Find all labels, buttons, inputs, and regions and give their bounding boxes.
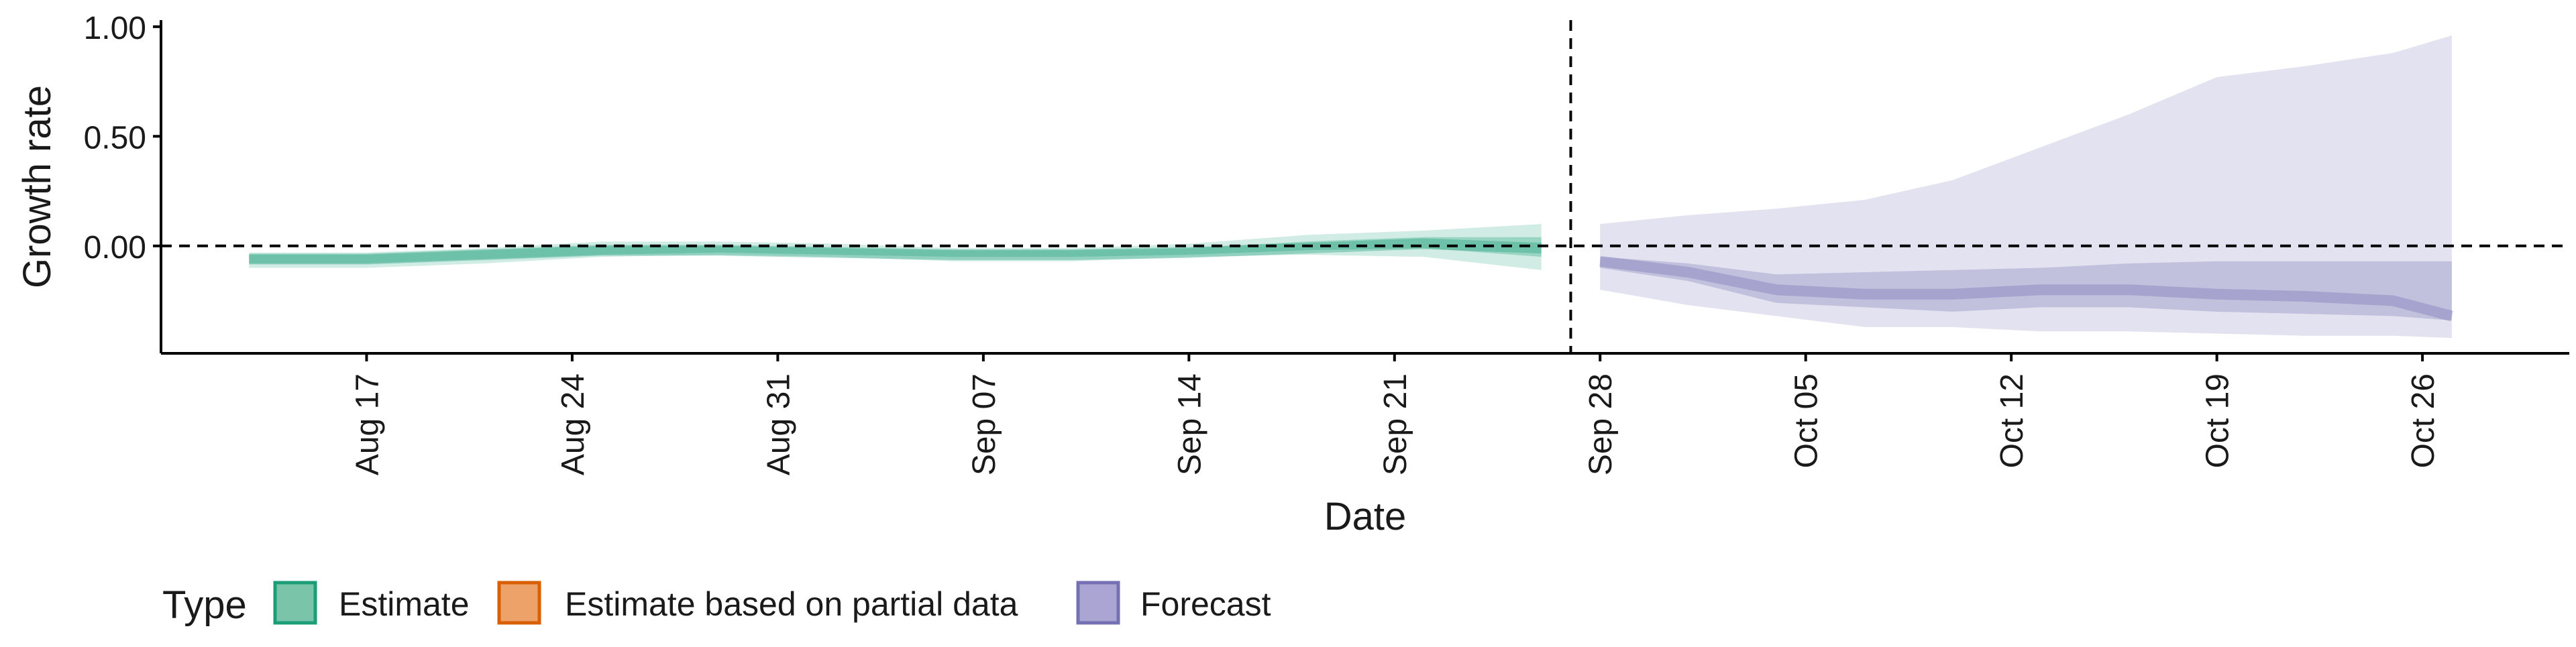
x-tick-label: Oct 12: [1994, 373, 2030, 468]
forecast-inner-band: [1600, 257, 2452, 320]
legend-label: Estimate based on partial data: [565, 585, 1018, 623]
x-axis-title: Date: [1324, 495, 1407, 538]
y-tick-label: 0.00: [84, 230, 146, 266]
legend-key-estimate-based-on-partial-data: [497, 581, 541, 625]
y-axis-title: Growth rate: [15, 85, 59, 288]
bands-layer: [249, 35, 2453, 339]
x-tick-label: Sep 14: [1172, 373, 1208, 475]
legend-key-forecast: [1076, 581, 1120, 625]
x-tick-label: Sep 07: [967, 373, 1002, 475]
x-tick-label: Oct 26: [2406, 373, 2441, 468]
axes-layer: [160, 20, 2569, 355]
estimate-median-line: [249, 238, 1542, 265]
legend: Type Estimate Estimate based on partial d…: [162, 581, 1271, 627]
x-tick-label: Sep 28: [1583, 373, 1619, 475]
forecast-median-line: [1599, 255, 2453, 322]
x-tick-label: Aug 24: [555, 373, 591, 475]
x-tick-label: Oct 05: [1789, 373, 1825, 468]
x-ticks: Aug 17 Aug 24 Aug 31 Sep 07 Sep 14 Sep 21 Sep …: [350, 353, 2441, 475]
forecast-outer-band: [1600, 35, 2452, 339]
y-tick-label: 1.00: [84, 11, 146, 46]
reference-lines: [161, 20, 2569, 353]
legend-key-estimate: [273, 581, 317, 625]
y-tick-label: 0.50: [84, 120, 146, 156]
x-tick-label: Aug 31: [761, 373, 796, 475]
estimate-inner-band: [249, 237, 1542, 263]
y-ticks: 0.00 0.50 1.00: [84, 11, 161, 266]
legend-label: Estimate: [339, 585, 470, 623]
x-tick-label: Aug 17: [350, 373, 385, 475]
legend-title: Type: [162, 583, 247, 627]
x-tick-label: Oct 19: [2200, 373, 2236, 468]
x-tick-label: Sep 21: [1378, 373, 1413, 475]
legend-label: Forecast: [1140, 585, 1271, 623]
